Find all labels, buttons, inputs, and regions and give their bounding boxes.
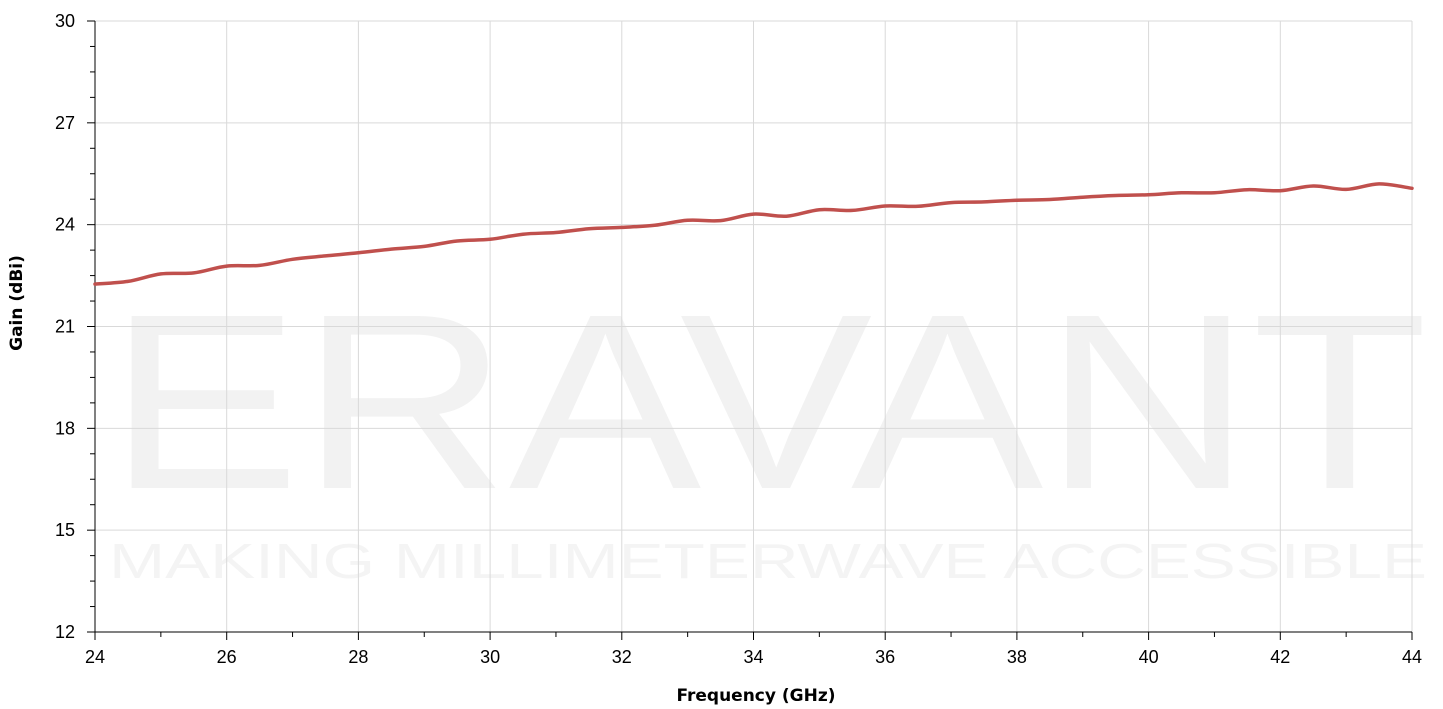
gain-data-point: [127, 281, 128, 282]
gain-data-point: [687, 220, 688, 221]
gain-data-point: [424, 246, 425, 247]
series-layer: [93, 182, 1414, 286]
gain-data-point: [951, 202, 952, 203]
gain-data-point: [588, 228, 589, 229]
gain-data-point: [1313, 186, 1314, 187]
axes: [87, 20, 1413, 640]
gain-series-line: [93, 182, 1414, 286]
gain-data-point: [325, 255, 326, 256]
x-axis-title: Frequency (GHz): [676, 686, 835, 706]
gain-data-point: [852, 210, 853, 211]
gain-data-point: [753, 214, 754, 215]
y-tick-label: 12: [55, 622, 75, 642]
x-tick-label: 26: [217, 647, 237, 667]
gain-data-point: [918, 206, 919, 207]
x-tick-label: 24: [85, 647, 105, 667]
gain-data-point: [391, 249, 392, 250]
x-tick-labels: 24 26 28 30 32 34 36 38 40 42 44: [85, 647, 1422, 667]
y-tick-label: 15: [55, 520, 75, 540]
gain-data-point: [457, 241, 458, 242]
gain-data-point: [556, 232, 557, 233]
x-tick-label: 36: [875, 647, 895, 667]
gain-data-point: [984, 201, 985, 202]
gain-data-point: [226, 266, 227, 267]
x-tick-label: 28: [348, 647, 368, 667]
gain-data-point: [523, 234, 524, 235]
gain-data-point: [621, 227, 622, 228]
y-tick-labels: 12 15 18 21 24 27 30: [55, 11, 75, 642]
y-axis-title: Gain (dBi): [7, 255, 27, 351]
gain-data-point: [358, 252, 359, 253]
gain-data-point: [1247, 189, 1248, 190]
gain-data-point: [720, 220, 721, 221]
gain-data-point: [1148, 194, 1149, 195]
gain-data-point: [95, 284, 96, 285]
gain-data-point: [786, 216, 787, 217]
watermark: ERAVANT MAKING MILLIMETERWAVE ACCESSIBLE: [108, 262, 1428, 589]
gain-data-point: [1082, 197, 1083, 198]
gain-data-point: [1181, 192, 1182, 193]
gain-data-point: [1016, 200, 1017, 201]
watermark-brand: ERAVANT: [108, 262, 1428, 541]
gridlines: [95, 20, 1413, 632]
gain-data-point: [1049, 199, 1050, 200]
gain-data-point: [1412, 188, 1413, 189]
x-tick-label: 32: [612, 647, 632, 667]
watermark-tagline: MAKING MILLIMETERWAVE ACCESSIBLE: [109, 535, 1427, 589]
x-tick-label: 30: [480, 647, 500, 667]
x-tick-label: 40: [1139, 647, 1159, 667]
gain-data-point: [1346, 189, 1347, 190]
gain-data-point: [1115, 195, 1116, 196]
gain-data-point: [490, 239, 491, 240]
gain-data-point: [1379, 183, 1380, 184]
gain-data-point: [819, 209, 820, 210]
gain-data-point: [193, 272, 194, 273]
gain-data-point: [292, 259, 293, 260]
y-tick-label: 30: [55, 11, 75, 31]
gain-data-point: [654, 225, 655, 226]
x-tick-label: 34: [743, 647, 763, 667]
x-tick-label: 38: [1007, 647, 1027, 667]
x-tick-label: 44: [1402, 647, 1422, 667]
y-tick-label: 24: [55, 215, 75, 235]
gain-data-point: [1280, 190, 1281, 191]
gain-data-point: [1214, 192, 1215, 193]
y-tick-label: 27: [55, 113, 75, 133]
y-tick-label: 18: [55, 418, 75, 438]
y-tick-label: 21: [55, 317, 75, 337]
gain-data-point: [885, 206, 886, 207]
gain-data-point: [160, 273, 161, 274]
gain-data-point: [259, 265, 260, 266]
x-tick-label: 42: [1270, 647, 1290, 667]
